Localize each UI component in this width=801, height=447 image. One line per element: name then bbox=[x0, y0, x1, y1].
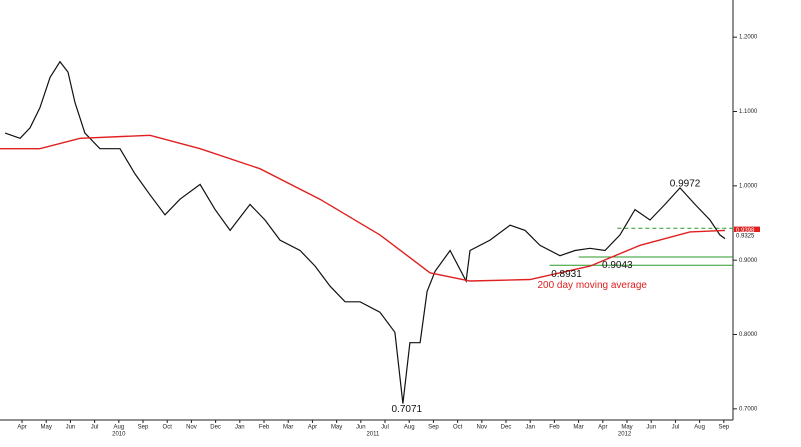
x-tick-label: Apr bbox=[308, 425, 317, 431]
x-tick-label: Jul bbox=[91, 425, 99, 431]
last-price-box bbox=[734, 226, 760, 235]
x-tick-label: Sep bbox=[718, 425, 729, 431]
last-price-box bbox=[734, 232, 760, 241]
x-tick-label: Feb bbox=[549, 425, 560, 431]
x-tick-label: Jul bbox=[672, 425, 680, 431]
last-price-label: 0.9398 bbox=[736, 228, 755, 234]
x-tick-label: Mar bbox=[283, 425, 293, 431]
x-tick-label: Aug bbox=[694, 425, 705, 431]
plot-area bbox=[0, 0, 733, 420]
x-tick-label: Jul bbox=[381, 425, 389, 431]
x-tick-label: Jan bbox=[525, 425, 535, 431]
x-tick-label: Nov bbox=[476, 425, 487, 431]
x-tick-label: Jan bbox=[235, 425, 245, 431]
year-label: 2012 bbox=[618, 432, 632, 438]
x-tick-label: Dec bbox=[501, 425, 512, 431]
x-tick-label: May bbox=[621, 425, 632, 431]
y-tick-label: 0.8000 bbox=[739, 332, 758, 338]
x-tick-label: Oct bbox=[163, 425, 173, 431]
annotation: 0.9972 bbox=[670, 178, 701, 189]
y-tick-label: 1.2000 bbox=[739, 35, 758, 41]
y-tick-label: 1.0000 bbox=[739, 183, 758, 189]
x-tick-label: Jun bbox=[356, 425, 366, 431]
x-tick-label: Aug bbox=[113, 425, 124, 431]
series-line bbox=[4, 60, 726, 404]
last-price-label: 0.9325 bbox=[736, 234, 755, 240]
y-tick-label: 0.7000 bbox=[739, 406, 758, 412]
x-tick-label: Nov bbox=[186, 425, 197, 431]
year-label: 2011 bbox=[366, 432, 380, 438]
x-tick-label: Apr bbox=[598, 425, 607, 431]
annotation: 0.8931 bbox=[551, 269, 582, 280]
series-line bbox=[0, 134, 726, 282]
x-tick-label: Sep bbox=[428, 425, 439, 431]
x-tick-label: Dec bbox=[210, 425, 221, 431]
annotation: 0.7071 bbox=[391, 404, 422, 415]
x-tick-label: Jun bbox=[646, 425, 656, 431]
x-tick-label: May bbox=[331, 425, 342, 431]
y-tick-label: 0.9000 bbox=[739, 258, 758, 264]
x-tick-label: Mar bbox=[573, 425, 583, 431]
year-label: 2010 bbox=[112, 432, 126, 438]
annotation: 200 day moving average bbox=[537, 280, 647, 291]
x-tick-label: Oct bbox=[453, 425, 463, 431]
x-tick-label: Aug bbox=[404, 425, 415, 431]
x-tick-label: Feb bbox=[259, 425, 270, 431]
x-tick-label: May bbox=[41, 425, 52, 431]
x-tick-label: Sep bbox=[138, 425, 149, 431]
x-tick-label: Apr bbox=[17, 425, 26, 431]
annotation: 0.9043 bbox=[602, 260, 633, 271]
y-tick-label: 1.1000 bbox=[739, 109, 758, 115]
x-tick-label: Jun bbox=[66, 425, 76, 431]
